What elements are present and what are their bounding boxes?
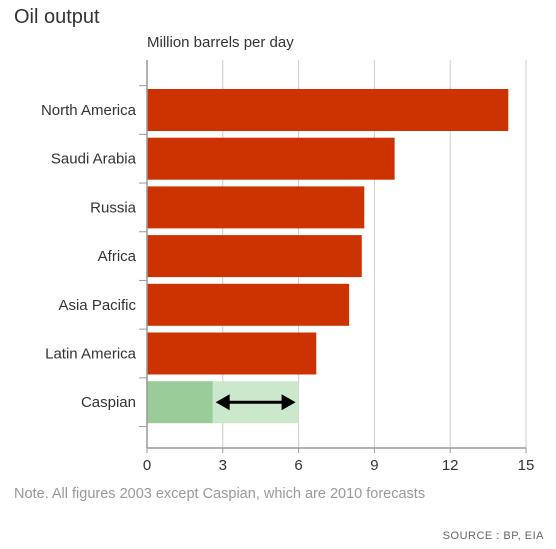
bar xyxy=(147,137,395,180)
category-label: Latin America xyxy=(45,346,137,363)
bar xyxy=(147,332,317,375)
x-tick-label: 12 xyxy=(442,457,459,474)
bar-chart: North America Saudi Arabia Russia Africa Asi… xyxy=(41,60,535,474)
x-tick-label: 15 xyxy=(518,457,535,474)
category-label: North America xyxy=(41,102,137,119)
category-label: Russia xyxy=(90,199,137,216)
bar xyxy=(147,186,365,229)
range-arrow-head-left xyxy=(215,394,230,411)
bar xyxy=(147,235,362,278)
bar xyxy=(147,283,350,326)
axis-unit-label: Million barrels per day xyxy=(147,34,294,51)
x-tick-label: 3 xyxy=(219,457,227,474)
category-label: Saudi Arabia xyxy=(51,151,137,168)
x-tick-label: 0 xyxy=(143,457,151,474)
chart-title: Oil output xyxy=(14,6,100,28)
range-arrow-head-right xyxy=(281,394,296,411)
x-tick-label: 9 xyxy=(370,457,378,474)
x-tick-label: 6 xyxy=(294,457,302,474)
chart-note: Note. All figures 2003 except Caspian, w… xyxy=(14,486,426,502)
chart-source: SOURCE : BP, EIA xyxy=(442,530,544,542)
category-label: Caspian xyxy=(81,394,136,411)
category-label: Asia Pacific xyxy=(58,297,136,314)
category-label: Africa xyxy=(98,248,137,265)
bar xyxy=(147,381,213,424)
bar xyxy=(147,89,509,131)
